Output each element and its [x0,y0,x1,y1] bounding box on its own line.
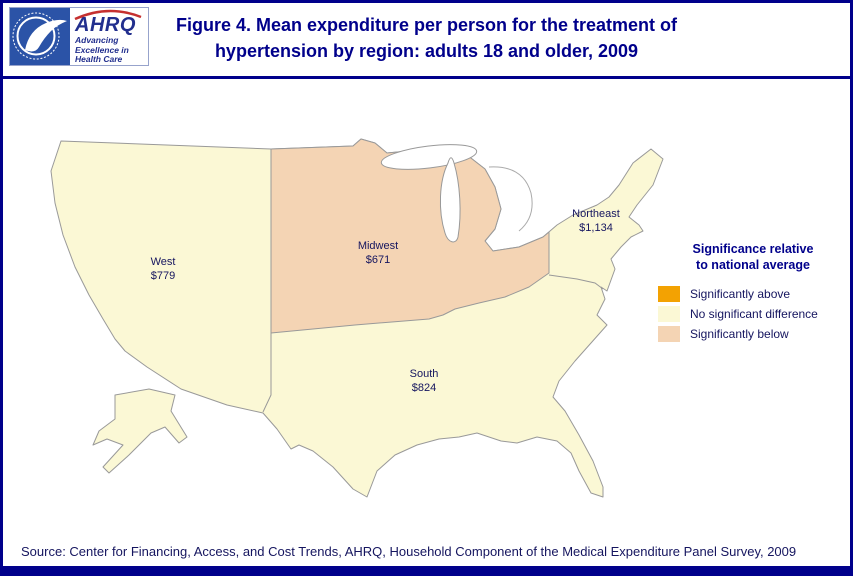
figure-title-line2: hypertension by region: adults 18 and ol… [214,41,639,61]
region-name: Northeast [572,208,620,220]
ahrq-tagline-line2: Excellence in [75,44,129,55]
legend-label: Significantly above [690,286,791,301]
header: AHRQ Advancing Excellence in Health Care… [3,3,850,76]
figure-title-line1: Figure 4. Mean expenditure per person fo… [175,15,678,35]
region-label-northeast: Northeast $1,134 [554,207,638,235]
ahrq-red-arc-icon [74,9,142,20]
ahrq-tagline-line3: Health Care [75,54,123,64]
region-name: West [150,256,176,268]
figure-title: Figure 4. Mean expenditure per person fo… [3,12,850,64]
hhs-seal-text-ring [12,12,60,60]
legend-swatch-significantly-below [658,325,680,342]
hhs-seal-inner-circle [16,16,56,56]
legend-title-line1: Significance relative [692,242,814,256]
region-label-midwest: Midwest $671 [336,239,420,267]
ahrq-tagline-line1: Advancing [75,35,119,45]
legend: Significance relative to national averag… [658,241,848,345]
region-value: $779 [150,270,176,282]
hhs-eagle-icon [25,19,67,52]
region-alaska [92,388,188,474]
ahrq-acronym: AHRQ [75,14,136,36]
ahrq-tagline: Advancing Excellence in Health Care [75,35,146,65]
region-value: $671 [365,254,391,266]
region-value: $1,134 [579,222,613,234]
legend-swatch-significantly-above [658,285,680,302]
region-label-west: West $779 [121,255,205,283]
region-label-south: South $824 [382,367,466,395]
lake-huron-outline [488,166,533,232]
map-area: West $779 Midwest $671 South $824 Northe… [31,103,671,527]
ahrq-logo: AHRQ Advancing Excellence in Health Care [70,8,148,65]
header-divider [3,76,850,79]
us-region-map [50,138,664,498]
region-midwest [270,138,550,334]
border-northeast-south [548,274,604,290]
logo-block: AHRQ Advancing Excellence in Health Care [9,7,149,66]
legend-item-above: Significantly above [658,285,848,302]
legend-label: No significant difference [690,306,818,321]
source-text: Source: Center for Financing, Access, an… [21,544,797,559]
region-value: $824 [411,382,437,394]
hhs-seal-icon [10,8,70,65]
region-name: Midwest [357,240,399,252]
border-west-south [262,333,272,413]
legend-swatch-no-significant-difference [658,305,680,322]
legend-title: Significance relative to national averag… [658,241,848,273]
region-name: South [409,368,439,380]
legend-label: Significantly below [690,326,789,341]
legend-item-no-difference: No significant difference [658,305,848,322]
legend-item-below: Significantly below [658,325,848,342]
lake-michigan [439,157,461,243]
legend-title-line2: to national average [696,258,810,272]
